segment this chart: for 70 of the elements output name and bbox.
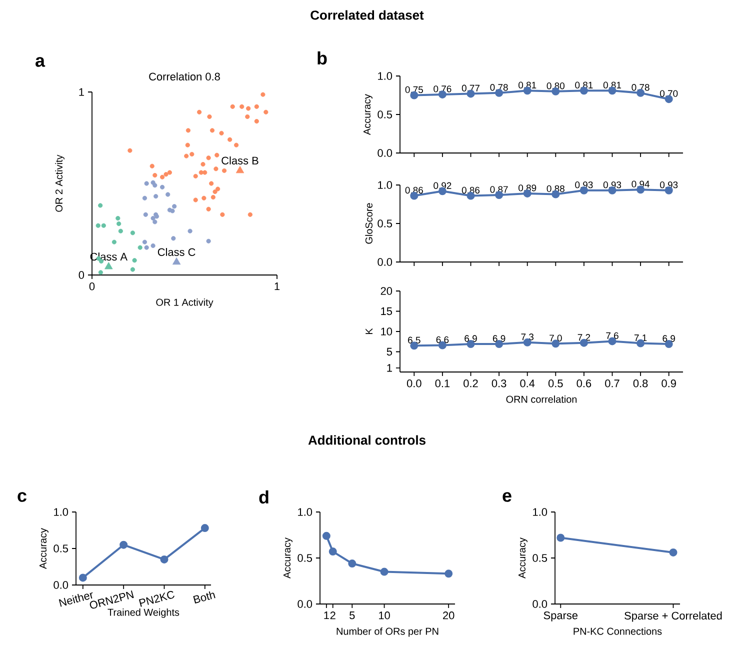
x-axis-title: ORN correlation	[506, 396, 577, 403]
x-tick-label: 0.5	[548, 380, 563, 388]
data-label: 6.9	[662, 335, 675, 342]
y-tick-label: 5	[386, 348, 392, 356]
text: b	[318, 51, 327, 65]
x-tick-label: 2	[330, 612, 336, 620]
y-tick-label: 0.0	[378, 258, 392, 266]
y-tick-label: 0.5	[54, 544, 68, 552]
y-tick-label: 0.5	[378, 220, 392, 228]
x-tick-label: 0.7	[605, 380, 620, 388]
data-label: 0.78	[632, 84, 650, 91]
annotation: Class C	[158, 248, 196, 256]
y-axis-title: Accuracy	[40, 528, 48, 569]
data-label: 6.5	[408, 336, 420, 344]
x-tick-label: 0.6	[576, 380, 592, 388]
text: e	[502, 492, 512, 502]
y-axis-title: K	[366, 328, 372, 334]
x-tick-label: 0.1	[435, 380, 450, 388]
y-axis-title: Accuracy	[284, 538, 292, 578]
y-tick-label: 0.0	[54, 581, 68, 589]
x-axis-title: PN-KC Connections	[574, 628, 662, 635]
x-axis-title: Trained Weights	[108, 608, 180, 618]
x-tick-label: 0.3	[492, 380, 506, 388]
data-label: 6.6	[436, 336, 449, 344]
y-tick-label: 0.5	[378, 110, 392, 118]
y-tick-label: 1.0	[533, 508, 548, 516]
data-label: 7.0	[550, 334, 562, 342]
data-label: 0.78	[490, 84, 508, 91]
x-tick-label: 0.8	[633, 380, 648, 388]
text: Additional controls	[308, 435, 426, 445]
text: a	[36, 57, 46, 67]
y-tick-label: 0.5	[532, 554, 548, 562]
text: Correlated dataset	[310, 10, 424, 20]
y-tick-label: 1.0	[378, 72, 392, 80]
y-tick-label: 1.0	[378, 181, 392, 189]
y-axis-title: Accuracy	[364, 94, 372, 135]
x-tick-label: 0.4	[520, 380, 535, 388]
x-tick-label: 20	[443, 612, 454, 620]
x-tick-label: 0.9	[662, 380, 676, 388]
y-tick-label: 15	[381, 307, 392, 316]
data-label: 0.70	[660, 90, 678, 97]
x-tick-label: Sparse + Correlated	[624, 612, 722, 622]
x-axis-title: Number of ORs per PN	[336, 628, 438, 637]
y-tick-label: 1.0	[298, 508, 312, 516]
data-label: 0.76	[434, 86, 452, 92]
x-tick-label: 5	[350, 612, 355, 620]
y-axis-title: GloScore	[365, 203, 372, 244]
x-tick-label: Sparse	[544, 612, 578, 622]
x-axis-title: OR 1 Activity	[156, 298, 214, 308]
data-label: 6.9	[492, 335, 506, 342]
y-tick-label: 0.0	[378, 149, 392, 157]
data-label: 7.6	[606, 332, 618, 340]
chart-title: Correlation 0.8	[149, 72, 220, 80]
data-label: 6.9	[464, 335, 477, 342]
x-tick-label: 0.0	[406, 380, 422, 388]
text: c	[18, 492, 26, 502]
x-tick-label: Both	[193, 591, 216, 604]
data-label: 0.89	[518, 184, 536, 192]
annotation: Class B	[222, 156, 258, 164]
text: d	[259, 490, 268, 504]
x-tick-label: 0.2	[464, 380, 478, 388]
x-tick-label: PN2KC	[138, 591, 174, 607]
y-tick-label: 0.5	[298, 554, 312, 562]
y-tick-label: 10	[381, 328, 392, 336]
y-axis-title: Accuracy	[518, 538, 528, 578]
y-tick-label: 1	[387, 364, 392, 372]
x-tick-label: 1	[324, 612, 329, 620]
y-axis-title: OR 2 Activity	[55, 154, 64, 212]
data-label: 7.3	[521, 334, 534, 340]
y-tick-label: 1.0	[54, 508, 68, 516]
